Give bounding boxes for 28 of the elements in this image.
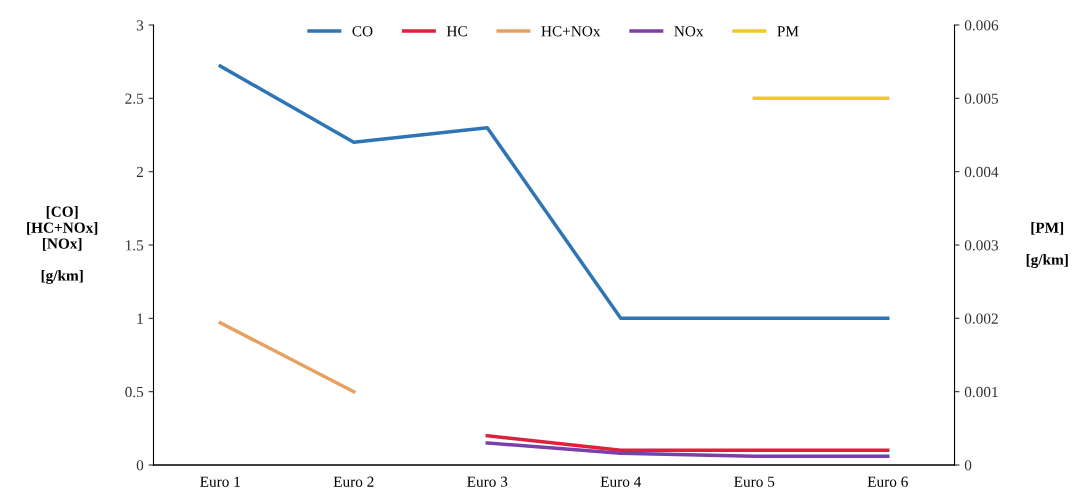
- x-tick-label: Euro 6: [867, 476, 908, 487]
- x-tick-label: Euro 2: [333, 476, 374, 487]
- x-tick-label: Euro 4: [600, 476, 642, 487]
- x-tick-label: Euro 3: [467, 476, 508, 487]
- text: [PM] [g/km]: [1026, 222, 1068, 268]
- y2-tick-label: 0.004: [964, 166, 999, 178]
- y-tick-label: 2.5: [125, 93, 144, 104]
- line-series: [218, 64, 890, 321]
- y-tick-label: 0: [136, 460, 144, 471]
- legend-label: PM: [777, 26, 799, 37]
- y2-tick-label: 0: [964, 460, 972, 471]
- y2-tick-label: 0.002: [964, 313, 998, 324]
- y2-tick-label: 0.001: [964, 386, 998, 398]
- text: [CO] [HC+NOx] [NOx] [g/km]: [27, 206, 98, 284]
- y2-tick-label: 0.003: [964, 240, 999, 251]
- legend-label: HC+NOx: [541, 26, 601, 37]
- x-tick-label: Euro 1: [200, 476, 240, 487]
- x-tick-label: Euro 5: [734, 476, 775, 487]
- y-tick-label: 1.5: [126, 240, 144, 251]
- y-tick-label: 0.5: [125, 386, 144, 398]
- legend-label: NOx: [674, 26, 704, 37]
- y2-tick-label: 0.006: [964, 20, 999, 31]
- y-tick-label: 3: [136, 20, 144, 31]
- legend-label: CO: [352, 26, 373, 37]
- legend-label: HC: [446, 26, 467, 37]
- y-tick-label: 2: [136, 166, 143, 177]
- y-tick-label: 1: [137, 313, 143, 324]
- y2-tick-label: 0.005: [964, 93, 999, 104]
